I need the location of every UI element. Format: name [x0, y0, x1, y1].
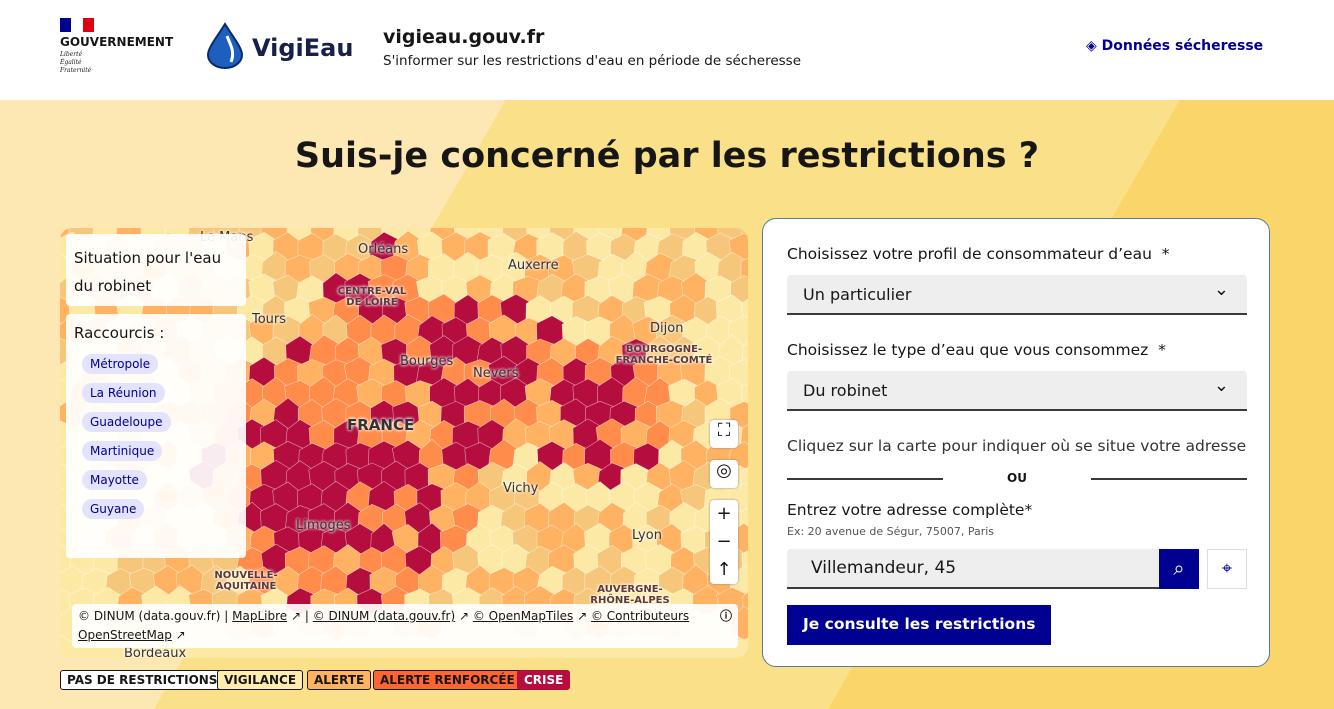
water-select[interactable]: Du robinet: [787, 371, 1247, 411]
motto: Liberté Égalité Fraternité: [60, 51, 91, 75]
info-panel: Situation pour l'eau du robinet: [66, 234, 246, 306]
search-button[interactable]: ⌕: [1159, 549, 1199, 589]
attribution-link[interactable]: MapLibre: [232, 609, 288, 623]
divider: [1091, 478, 1247, 480]
page-title: Suis-je concerné par les restrictions ?: [294, 136, 1040, 176]
form: Choisissez votre profil de consommateur …: [762, 218, 1270, 667]
map-label: FRANCE: [347, 416, 415, 434]
shortcut[interactable]: Guyane: [82, 499, 145, 519]
gov-name: GOUVERNEMENT: [60, 35, 174, 49]
map-area[interactable]: [740, 255, 748, 285]
map-region: CENTRE-VAL DE LOIRE: [337, 286, 407, 308]
map-label: Auxerre: [508, 258, 559, 273]
shortcut[interactable]: Martinique: [82, 441, 163, 461]
map-label: Bourges: [400, 354, 454, 369]
label-text: Choisissez votre profil de consommateur …: [787, 245, 1152, 263]
legend-item: VIGILANCE: [217, 670, 304, 690]
nav-link[interactable]: ◈ Données sécheresse: [1086, 38, 1264, 54]
locate-button[interactable]: ◎: [710, 460, 738, 488]
required-mark: *: [1024, 501, 1033, 519]
map-label: Bordeaux: [124, 646, 187, 658]
info-icon[interactable]: ⓘ: [719, 609, 732, 623]
label-text: Choisissez le type d’eau que vous consom…: [787, 341, 1149, 359]
map-label: Limoges: [296, 518, 351, 533]
profile-label: Choisissez votre profil de consommateur …: [787, 245, 1170, 263]
header: GOUVERNEMENT Liberté Égalité Fraternité Vi…: [0, 0, 1334, 100]
label-text: Entrez votre adresse complète: [787, 501, 1025, 519]
legend-item: PAS DE RESTRICTIONS: [60, 670, 225, 690]
motto-line: Liberté: [60, 51, 83, 58]
map-label: Nevers: [473, 366, 519, 381]
required-mark: *: [1161, 245, 1170, 263]
map-label: Orléans: [358, 242, 409, 257]
site-title: vigieau.gouv.fr: [383, 26, 545, 48]
fullscreen-button[interactable]: ⛶: [710, 420, 738, 448]
shortcuts-title: Raccourcis :: [74, 324, 165, 342]
brand: VigiEau: [252, 34, 354, 62]
attribution: © DINUM (data.gouv.fr) | MapLibre ↗ | © …: [72, 604, 738, 648]
map-region: NOUVELLE-AQUITAINE: [214, 570, 278, 592]
water-label: Choisissez le type d’eau que vous consom…: [787, 341, 1166, 359]
site-subtitle: S'informer sur les restrictions d'eau en…: [383, 53, 801, 69]
attribution-text: |: [304, 609, 309, 623]
address-label: Entrez votre adresse complète*: [787, 501, 1032, 519]
legend-item: ALERTE RENFORCÉE: [373, 670, 522, 690]
map-label: Lyon: [632, 528, 662, 543]
required-mark: *: [1158, 341, 1166, 359]
address-input[interactable]: Villemandeur, 45: [787, 549, 1159, 589]
shortcut[interactable]: Guadeloupe: [82, 412, 171, 432]
geolocate-button[interactable]: ⌖: [1207, 549, 1247, 589]
attribution-text: © DINUM (data.gouv.fr) |: [78, 609, 229, 623]
profile-select[interactable]: Un particulier: [787, 275, 1247, 315]
shortcut[interactable]: Mayotte: [82, 470, 147, 490]
flag: [60, 18, 94, 32]
address-hint: Ex: 20 avenue de Ségur, 75007, Paris: [787, 525, 995, 538]
legend-item: ALERTE: [307, 670, 372, 690]
map-area[interactable]: [741, 380, 749, 413]
map-region: AUVERGNE-RHÔNE-ALPES: [590, 584, 670, 606]
shortcut[interactable]: La Réunion: [82, 383, 165, 403]
map-region: BOURGOGNE-FRANCHE-COMTÉ: [615, 344, 713, 366]
submit-button[interactable]: Je consulte les restrictions: [787, 605, 1052, 645]
divider: [787, 478, 943, 480]
shortcuts-panel: Raccourcis : Métropole La Réunion Guadel…: [66, 314, 246, 558]
attribution-link[interactable]: © Contributeurs OpenStreetMap: [78, 609, 690, 642]
map-hint: Cliquez sur la carte pour indiquer où se…: [787, 437, 1247, 455]
shortcut[interactable]: Métropole: [82, 354, 159, 374]
or-text: OU: [1007, 471, 1027, 485]
map-label: Tours: [252, 312, 287, 327]
attribution-link[interactable]: © OpenMapTiles: [472, 609, 574, 623]
zoom-controls[interactable]: + − ↑: [710, 500, 738, 584]
map[interactable]: Le Mans Orléans Auxerre Tours CENTRE-VAL…: [60, 228, 748, 658]
logo-drop: [206, 22, 244, 69]
map-label: Dijon: [650, 321, 684, 336]
motto-line: Égalité: [60, 59, 82, 66]
map-label: Vichy: [503, 481, 539, 496]
nav-link-text[interactable]: Données sécheresse: [1101, 38, 1264, 54]
legend-item: CRISE: [517, 670, 571, 690]
motto-line: Fraternité: [60, 67, 92, 74]
attribution-link[interactable]: © DINUM (data.gouv.fr): [312, 609, 456, 623]
